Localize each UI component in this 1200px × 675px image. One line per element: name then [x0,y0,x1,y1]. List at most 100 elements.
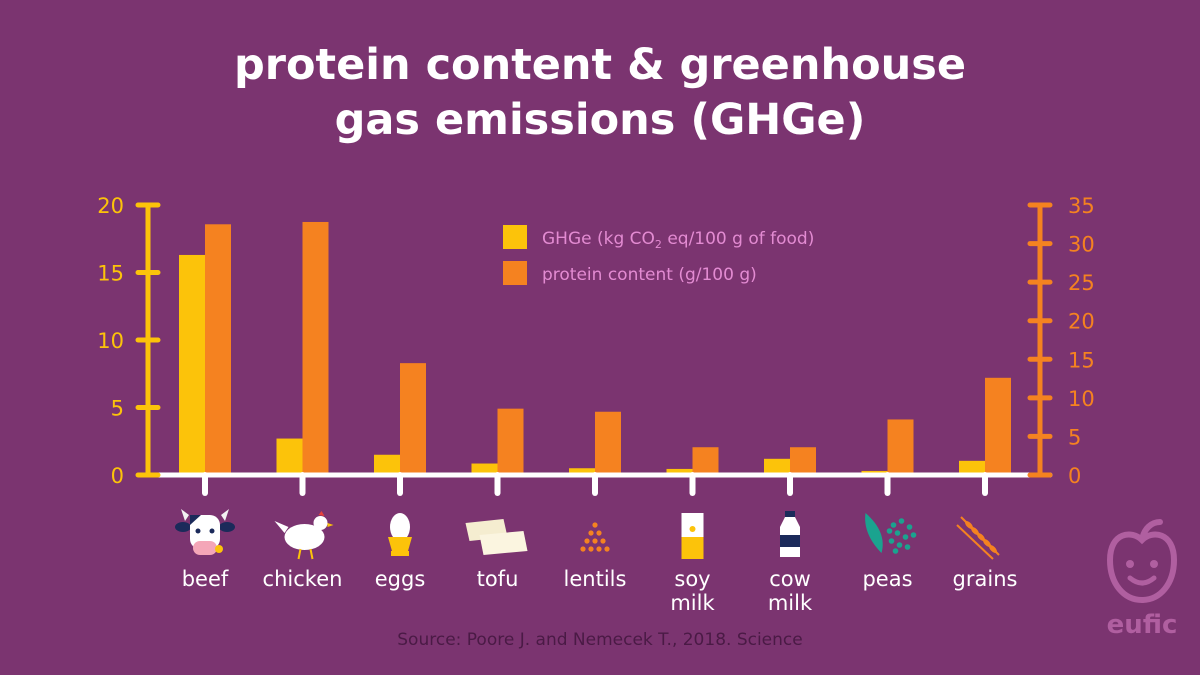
bar-protein-3 [497,408,524,475]
tofu-icon [465,519,528,555]
y-right-tick-label-2: 10 [1068,387,1095,411]
bar-ghge-1 [276,438,303,475]
category-label-line-0-0: beef [181,567,229,591]
y-right-tick-label-3: 15 [1068,348,1095,372]
category-label-line-5-1: milk [670,591,715,615]
category-label-line-8-0: grains [952,567,1018,591]
pea-dot-10 [886,528,893,534]
y-left-tick-label-4: 20 [97,194,124,218]
wheat-grain-1 [971,527,979,535]
bar-ghge-8 [959,460,985,475]
lentil-dot-9 [604,546,610,552]
chicken-comb [318,511,325,516]
bar-protein-2 [400,363,426,475]
egg-shell [390,513,410,541]
y-left-tick-label-3: 15 [97,262,124,286]
pea-dot-9 [910,532,917,538]
egg-icon [388,513,412,556]
category-label-8: grains [930,567,1040,591]
bar-protein-7 [887,419,914,475]
legend-label-1: protein content (g/100 g) [542,265,757,285]
cow-muzzle [193,541,217,555]
wheat-icon [956,516,1000,560]
lentil-dot-6 [580,546,586,552]
chicken-head [313,516,328,530]
pea-dot-5 [888,538,895,544]
bar-ghge-2 [374,454,400,475]
chart-title-line-2: gas emissions (GHGe) [334,95,866,145]
y-right-tick-label-6: 30 [1068,233,1095,257]
category-label-4: lentils [540,567,650,591]
wheat-grain-0 [965,521,973,529]
wheat-grain-4 [989,545,997,553]
cow-head [190,515,220,549]
legend-label-sub-0: 2 [655,238,662,251]
lentil-dot-1 [588,530,594,536]
category-label-5: soy milk [638,567,748,615]
legend-label-0: GHGe (kg CO2 eq/100 g of food) [542,229,814,251]
carton-dot [689,526,696,532]
egg-cup [388,537,412,551]
y-left-tick-label-1: 5 [111,397,124,421]
pea-dot-6 [896,542,903,548]
category-label-line-1-0: chicken [262,567,343,591]
pea-dot-8 [892,548,899,554]
cow-ear-right [219,522,235,532]
carton-top [681,513,704,521]
cow-ear-left [175,522,191,532]
bottle-cap [785,511,795,517]
lentil-dot-2 [596,530,602,536]
source-citation: Source: Poore J. and Nemecek T., 2018. S… [397,630,803,650]
lentil-dot-7 [588,546,594,552]
chicken-body [284,524,325,550]
pea-dot-7 [904,544,911,550]
wheat-grain-3 [983,539,991,547]
lentil-dot-3 [584,538,590,544]
bar-ghge-4 [569,468,595,475]
bar-ghge-3 [471,463,498,475]
category-label-line-6-1: milk [767,591,813,615]
y-right-tick-label-0: 0 [1068,464,1081,488]
chart-title-line-1: protein content & greenhouse [234,40,966,90]
pea-dot-2 [906,524,913,530]
pea-pod [865,513,883,553]
category-label-0: beef [150,567,260,591]
legend-label-main-0: GHGe (kg CO [542,229,655,249]
cow-spot [190,515,201,525]
chicken-tail [274,521,289,533]
y-right-tick-label-1: 5 [1068,425,1081,449]
pea-dot-0 [890,522,897,528]
bar-ghge-0 [179,254,205,475]
y-right-tick-label-7: 35 [1068,194,1095,218]
apple-face-icon [1106,519,1178,604]
chicken-leg-left [297,548,302,560]
bottle-label [780,535,800,547]
category-label-6: cow milk [735,567,845,615]
category-label-line-5-0: soy [674,567,711,591]
y-left-tick-label-0: 0 [111,464,124,488]
category-label-7: peas [833,567,943,591]
lentil-dot-4 [592,538,598,544]
chicken-leg-right [309,548,314,560]
category-label-line-3-0: tofu [476,567,519,591]
legend-swatch-0 [503,225,527,249]
category-label-1: chicken [248,567,358,591]
cow-eye-left [195,528,201,534]
chart-title: protein content & greenhouse gas emissio… [0,38,1200,148]
lentils-icon [580,522,610,552]
legend-label-main-1: protein content (g/100 g) [542,265,757,285]
pea-dot-4 [902,534,909,540]
category-label-3: tofu [443,567,553,591]
category-label-2: eggs [345,567,455,591]
cow-icon [175,509,235,555]
bar-ghge-6 [764,458,790,475]
cow-eye-right [209,528,215,534]
cow-horn-right [221,509,229,521]
y-left-tick-label-2: 10 [97,329,124,353]
wheat-stem-2 [956,524,994,560]
peas-icon [865,513,917,554]
pea-dot-3 [894,530,901,536]
category-label-line-2-0: eggs [374,567,426,591]
category-label-line-6-0: cow [769,567,811,591]
